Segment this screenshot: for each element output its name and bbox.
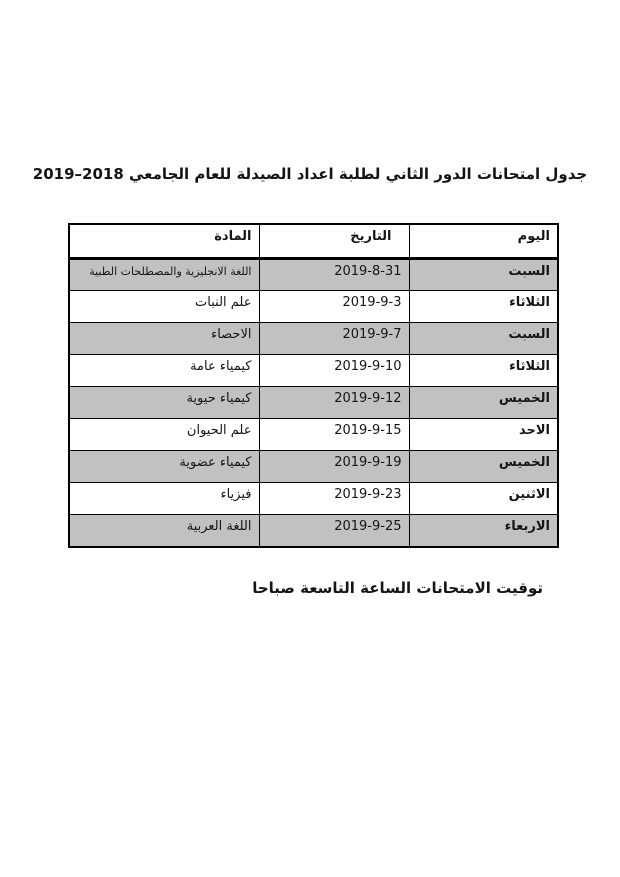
day-cell: الاثنين bbox=[408, 482, 559, 515]
page-title: جدول امتحانات الدور الثاني لطلبة اعداد ا… bbox=[32, 165, 588, 183]
day-cell: الاربعاء bbox=[408, 514, 559, 547]
exam-time-note: توقيت الامتحانات الساعة التاسعة صباحا bbox=[252, 579, 543, 597]
date-cell: 2019-9-7 bbox=[258, 322, 410, 355]
subject-cell: علم النبات bbox=[68, 290, 260, 323]
subject-cell: كيمياء عضوية bbox=[68, 450, 260, 483]
table-row: الثلاثاء 2019-9-10 كيمياء عامة bbox=[68, 354, 559, 387]
subject-cell: كيمياء حيوية bbox=[68, 386, 260, 419]
subject-cell: اللغة العربية bbox=[68, 514, 260, 547]
table-row: السبت 2019-9-7 الاحصاء bbox=[68, 322, 559, 355]
column-header-date: التاريخ bbox=[258, 223, 410, 260]
day-cell: السبت bbox=[408, 322, 559, 355]
date-cell: 2019-9-12 bbox=[258, 386, 410, 419]
date-cell: 2019-9-19 bbox=[258, 450, 410, 483]
exam-schedule-table: اليوم التاريخ المادة السبت 2019-8-31 الل… bbox=[68, 223, 559, 548]
table-row: الخميس 2019-9-12 كيمياء حيوية bbox=[68, 386, 559, 419]
day-cell: الثلاثاء bbox=[408, 290, 559, 323]
day-cell: الثلاثاء bbox=[408, 354, 559, 387]
subject-cell: علم الحيوان bbox=[68, 418, 260, 451]
day-cell: الاحد bbox=[408, 418, 559, 451]
table-row: الاحد 2019-9-15 علم الحيوان bbox=[68, 418, 559, 451]
table-row: الاثنين 2019-9-23 فيزياء bbox=[68, 482, 559, 515]
date-cell: 2019-9-23 bbox=[258, 482, 410, 515]
day-cell: السبت bbox=[408, 258, 559, 291]
table-row: السبت 2019-8-31 اللغة الانجليزية والمصطل… bbox=[68, 258, 559, 291]
subject-cell: اللغة الانجليزية والمصطلحات الطبية bbox=[68, 258, 260, 291]
subject-cell: كيمياء عامة bbox=[68, 354, 260, 387]
table-row: الخميس 2019-9-19 كيمياء عضوية bbox=[68, 450, 559, 483]
day-cell: الخميس bbox=[408, 386, 559, 419]
subject-cell: فيزياء bbox=[68, 482, 260, 515]
date-cell: 2019-9-15 bbox=[258, 418, 410, 451]
date-cell: 2019-8-31 bbox=[258, 258, 410, 291]
column-header-day: اليوم bbox=[408, 223, 559, 260]
date-cell: 2019-9-25 bbox=[258, 514, 410, 547]
table-row: الاربعاء 2019-9-25 اللغة العربية bbox=[68, 514, 559, 547]
date-cell: 2019-9-10 bbox=[258, 354, 410, 387]
day-cell: الخميس bbox=[408, 450, 559, 483]
date-cell: 2019-9-3 bbox=[258, 290, 410, 323]
table-row: الثلاثاء 2019-9-3 علم النبات bbox=[68, 290, 559, 323]
table-header-row: اليوم التاريخ المادة bbox=[68, 223, 559, 260]
column-header-subject: المادة bbox=[68, 223, 260, 260]
subject-cell: الاحصاء bbox=[68, 322, 260, 355]
